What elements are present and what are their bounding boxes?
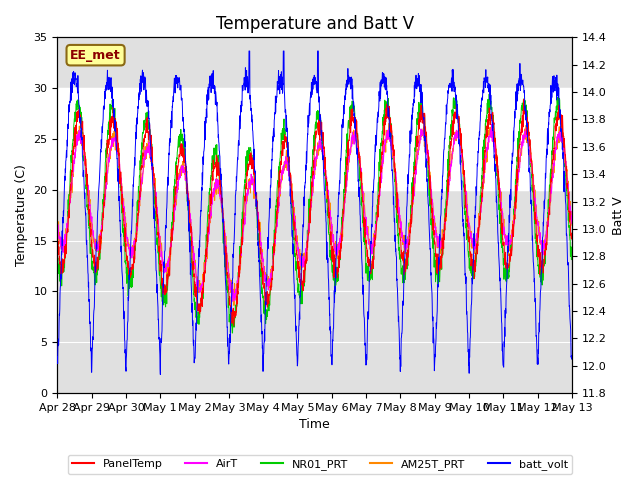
- Y-axis label: Batt V: Batt V: [612, 196, 625, 235]
- Y-axis label: Temperature (C): Temperature (C): [15, 164, 28, 266]
- Legend: PanelTemp, AirT, NR01_PRT, AM25T_PRT, batt_volt: PanelTemp, AirT, NR01_PRT, AM25T_PRT, ba…: [68, 455, 572, 474]
- X-axis label: Time: Time: [300, 419, 330, 432]
- Text: EE_met: EE_met: [70, 48, 121, 62]
- Bar: [58, 88, 572, 190]
- Title: Temperature and Batt V: Temperature and Batt V: [216, 15, 413, 33]
